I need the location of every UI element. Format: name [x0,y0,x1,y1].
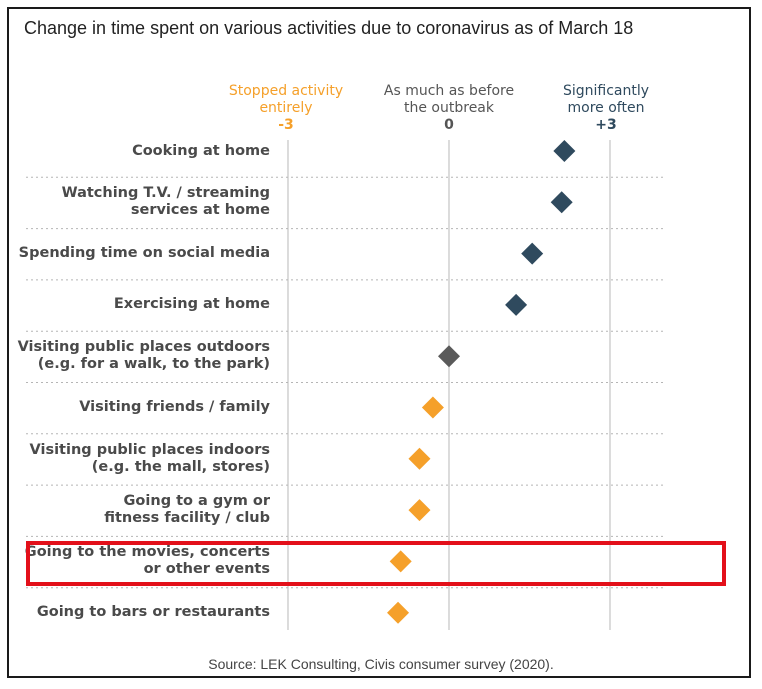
column-header-text: Stopped activity [228,83,344,99]
highlight-box [26,541,726,586]
category-label-line: Visiting public places indoors [29,441,270,458]
category-label: Going to the movies, concerts or other ev… [25,544,270,578]
category-label: Spending time on social media [19,245,270,262]
data-point-diamond [553,140,576,162]
data-point-diamond [408,447,431,470]
category-label-line: services at home [130,202,270,219]
column-header-text: Significantly [562,83,650,99]
category-label-line: (e.g. for a walk, to the park) [37,356,270,373]
data-point-diamond [438,345,460,368]
category-label: Going to a gym or fitness facility / club [104,493,270,527]
chart-frame [7,7,751,678]
chart-title: Change in time spent on various activiti… [24,18,634,38]
column-header: As much as before the outbreak 0 [369,83,529,134]
source-note: Source: LEK Consulting, Civis consumer s… [208,656,554,672]
category-label: Watching T.V. / streaming services at hom… [62,185,270,219]
axis-tick-label: 0 [444,117,454,133]
category-label-line: Going to bars or restaurants [36,604,270,621]
column-header: Stopped activity entirely -3 [206,83,366,134]
category-label: Exercising at home [114,296,270,313]
axis-tick-label: +3 [595,117,617,133]
category-label: Visiting friends / family [79,399,270,416]
category-label-line: Spending time on social media [18,245,270,262]
category-label-line: fitness facility / club [104,510,270,527]
category-label-line: Going to the movies, concerts [24,544,270,561]
data-point-diamond [408,499,431,522]
category-label-line: Going to a gym or [123,493,270,510]
category-label-line: (e.g. the mall, stores) [91,458,270,475]
column-header-text: entirely [259,100,313,116]
column-header: Significantly more often +3 [526,83,686,134]
category-label-line: or other events [143,561,270,578]
column-header-text: the outbreak [404,100,494,116]
data-point-diamond [387,601,410,624]
axis-tick-label: -3 [278,117,294,133]
category-label-line: Watching T.V. / streaming [61,185,270,202]
category-label: Cooking at home [132,143,270,160]
data-point-diamond [421,396,444,419]
category-label: Going to bars or restaurants [37,604,270,621]
category-label-line: Cooking at home [132,142,270,159]
category-label-line: Visiting friends / family [79,399,270,415]
data-point-diamond [389,550,412,573]
data-point-diamond [505,293,528,316]
category-label: Visiting public places indoors (e.g. the … [30,442,270,476]
column-header-text: As much as before [383,83,515,99]
data-point-diamond [521,242,544,265]
category-label: Visiting public places outdoors (e.g. for… [18,339,270,373]
category-label-line: Exercising at home [113,296,270,313]
data-point-diamond [550,191,573,214]
category-label-line: Visiting public places outdoors [17,339,270,356]
column-header-text: more often [567,100,645,116]
